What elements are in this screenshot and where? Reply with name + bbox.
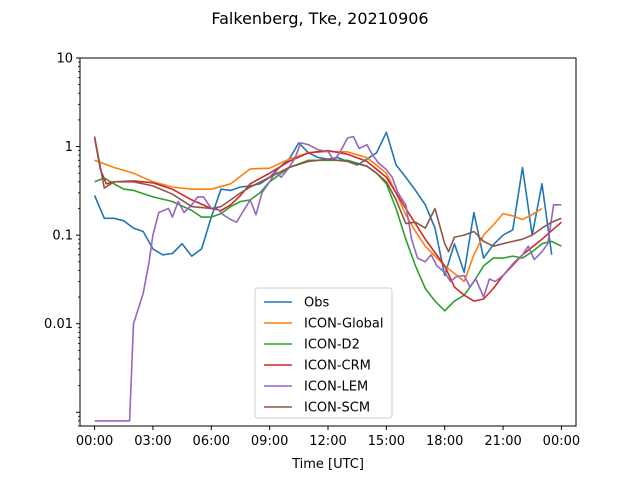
x-tick-label: 09:00 [251, 434, 288, 449]
x-tick-label: 06:00 [193, 434, 230, 449]
y-tick-label: 0.01 [44, 317, 73, 332]
y-tick-label: 1 [65, 140, 73, 155]
legend-label: Obs [304, 296, 329, 311]
legend-label: ICON-CRM [304, 359, 371, 374]
chart-title: Falkenberg, Tke, 20210906 [211, 9, 428, 28]
legend-label: ICON-D2 [304, 338, 360, 353]
x-tick-label: 00:00 [76, 434, 113, 449]
series-layer [93, 131, 562, 422]
series-line-icon-scm [93, 136, 562, 253]
legend-label: ICON-LEM [304, 380, 368, 395]
x-axis-label: Time [UTC] [291, 457, 364, 472]
x-tick-label: 12:00 [309, 434, 346, 449]
x-tick-label: 21:00 [484, 434, 521, 449]
y-tick-label: 0.1 [52, 229, 73, 244]
series-line-icon-global [94, 150, 543, 283]
x-axis: 00:00 03:00 06:00 09:00 12:00 15:00 18:00 21:00… [76, 426, 580, 449]
series-line-obs [93, 131, 553, 277]
x-tick-label: 03:00 [134, 434, 171, 449]
y-axis: 0.01 0.1 1 10 [44, 52, 80, 427]
x-tick-label: 15:00 [368, 434, 405, 449]
series-line-icon-crm [93, 137, 562, 302]
y-tick-label: 10 [56, 52, 73, 67]
x-tick-label: 00:00 [543, 434, 580, 449]
legend-label: ICON-Global [304, 317, 384, 332]
legend-label: ICON-SCM [304, 401, 370, 416]
x-tick-label: 18:00 [426, 434, 463, 449]
legend: Obs ICON-Global ICON-D2 ICON-CRM ICON-LEM ICO… [254, 287, 393, 419]
